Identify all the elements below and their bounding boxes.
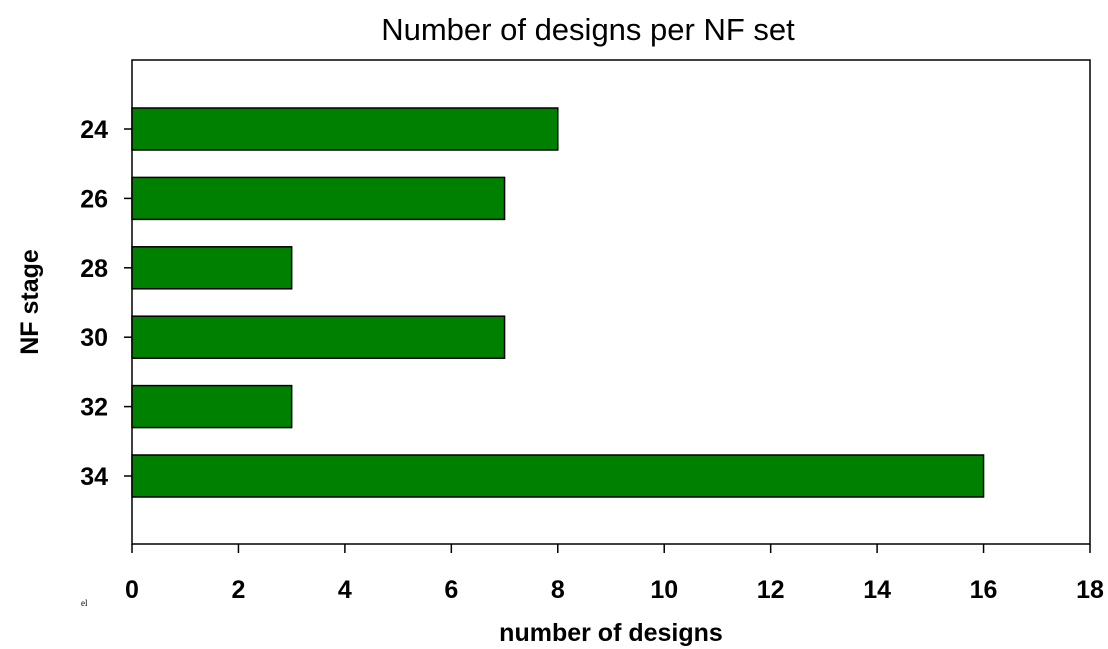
y-tick-label: 34 — [80, 463, 108, 491]
x-tick-label: 2 — [231, 576, 245, 604]
y-tick-label: 28 — [80, 255, 108, 283]
x-tick-label: 18 — [1076, 576, 1104, 604]
x-tick-label: 10 — [650, 576, 678, 604]
bar-26 — [131, 176, 506, 221]
x-tick-label: 6 — [444, 576, 458, 604]
y-tick-label: 26 — [80, 185, 108, 213]
y-axis: 24 26 28 30 32 34 — [80, 116, 132, 491]
bar-24 — [131, 107, 559, 151]
x-tick-label: 12 — [757, 576, 785, 604]
x-tick-label: 14 — [863, 576, 891, 604]
y-axis-label: NF stage — [16, 249, 44, 355]
x-axis-label: number of designs — [499, 619, 723, 647]
x-tick-label: 4 — [338, 576, 352, 604]
y-tick-label: 30 — [80, 324, 108, 352]
x-tick-label: 8 — [551, 576, 565, 604]
x-axis: 0 2 4 6 8 10 12 14 16 18 — [125, 544, 1104, 604]
x-tick-label: 16 — [970, 576, 998, 604]
bar-30 — [131, 315, 506, 359]
bar-34 — [131, 454, 985, 498]
bar-28 — [131, 246, 293, 290]
stray-text-mark: el — [81, 598, 88, 608]
bar-32 — [131, 384, 293, 429]
bars-layer — [131, 107, 985, 498]
plot-area-frame — [131, 59, 1091, 545]
chart-title: Number of designs per NF set — [381, 12, 795, 47]
x-tick-label: 0 — [125, 576, 139, 604]
y-tick-label: 24 — [80, 116, 108, 144]
y-tick-label: 32 — [80, 394, 108, 422]
